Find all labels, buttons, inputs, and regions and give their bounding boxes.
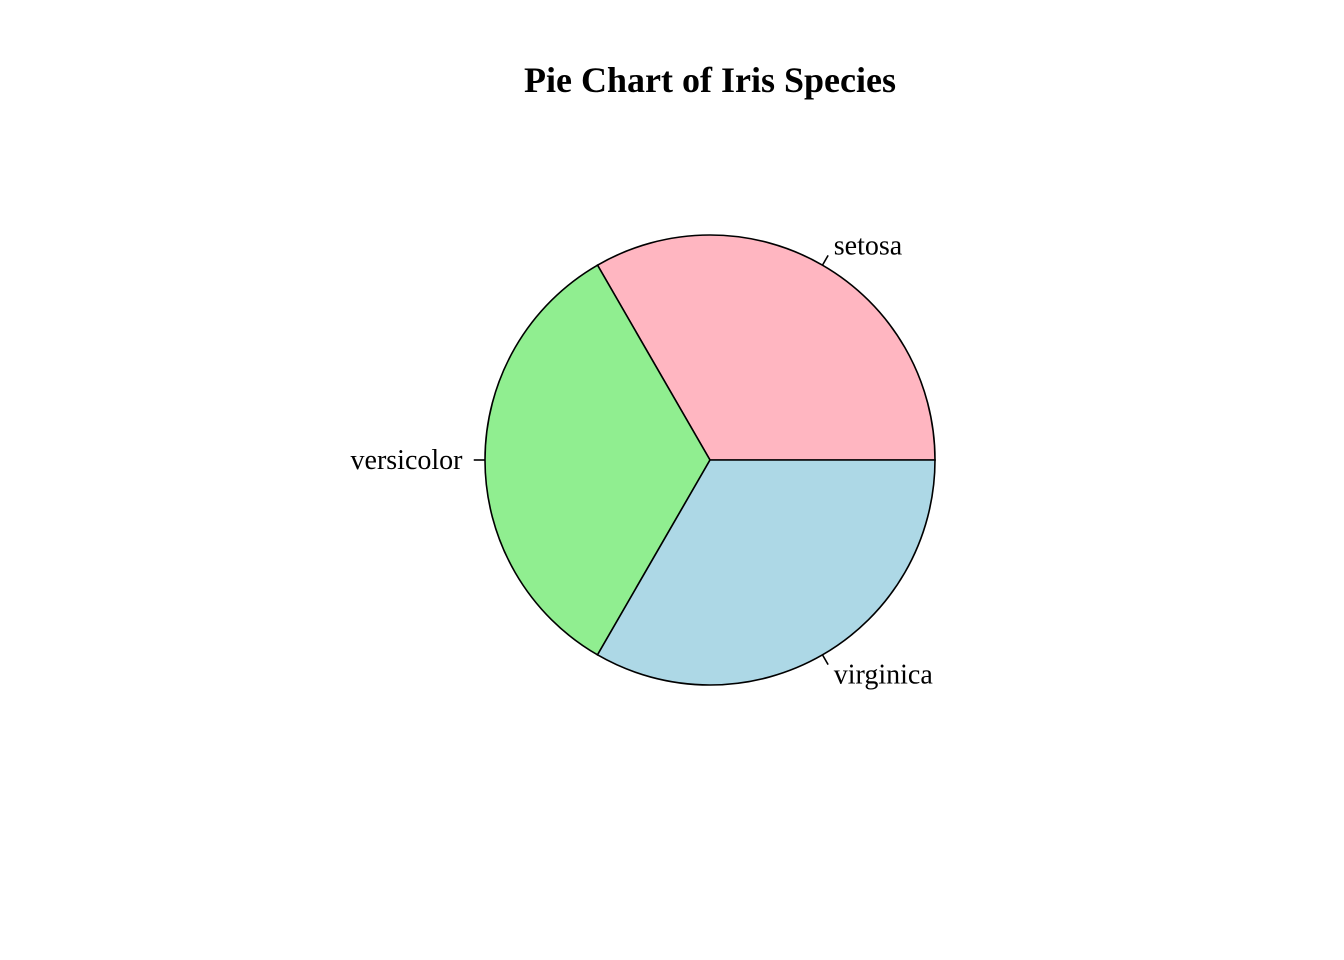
- slice-label-setosa: setosa: [834, 231, 903, 262]
- label-tick-setosa: [821, 254, 829, 266]
- pie-slices: [484, 234, 936, 686]
- label-tick-virginica: [821, 654, 829, 666]
- slice-label-virginica: virginica: [834, 659, 934, 690]
- pie-labels: setosa versicolor virginica: [351, 231, 934, 691]
- slice-label-versicolor: versicolor: [351, 445, 464, 476]
- chart-title: Pie Chart of Iris Species: [524, 60, 896, 100]
- pie-slice-setosa: [596, 234, 936, 461]
